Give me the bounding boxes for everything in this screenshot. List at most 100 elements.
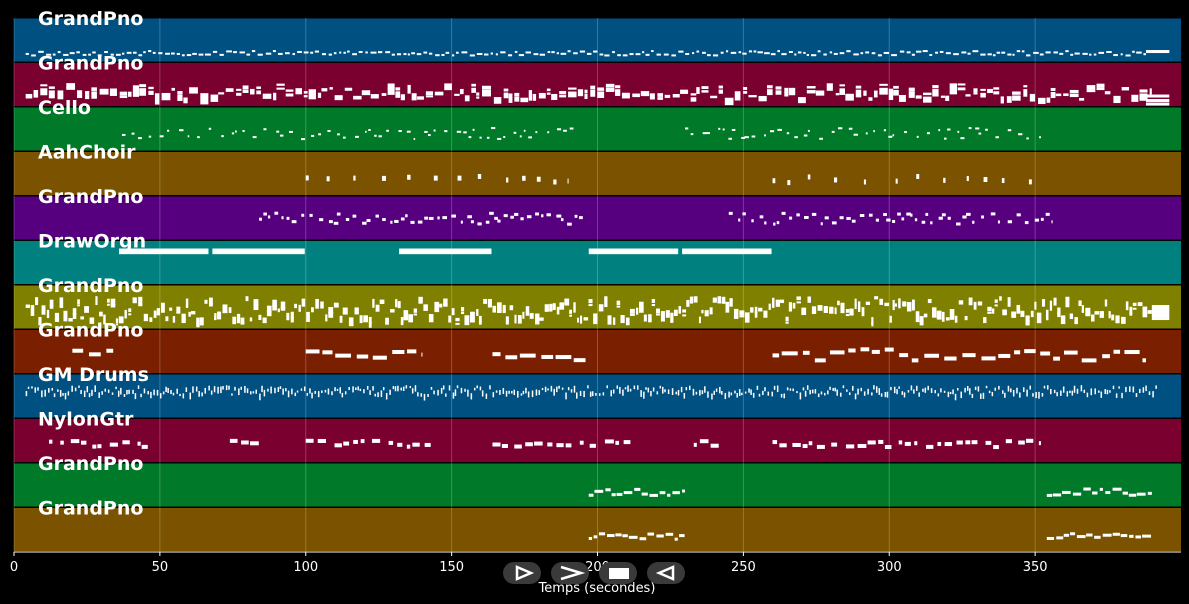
note <box>200 97 209 105</box>
note <box>867 388 869 395</box>
note <box>771 391 773 397</box>
note <box>1062 490 1071 494</box>
note <box>279 386 282 390</box>
track-band <box>14 374 1181 418</box>
note <box>1102 533 1112 537</box>
note <box>1113 95 1121 104</box>
note <box>379 299 385 304</box>
x-tick-label: 100 <box>293 560 318 575</box>
note <box>598 393 601 396</box>
note <box>1000 96 1004 104</box>
note <box>97 444 102 449</box>
note <box>399 251 492 255</box>
note <box>348 317 354 327</box>
note <box>1136 492 1146 496</box>
note <box>235 130 237 133</box>
note <box>803 51 806 54</box>
note <box>792 388 794 392</box>
note <box>738 51 742 54</box>
stop-button[interactable] <box>599 562 637 584</box>
note <box>932 85 939 89</box>
note <box>535 389 538 396</box>
note <box>138 54 143 57</box>
note <box>489 385 491 390</box>
note <box>119 251 209 255</box>
note <box>625 322 630 325</box>
note <box>770 130 775 133</box>
note <box>296 390 299 393</box>
note <box>463 131 467 134</box>
note <box>394 386 397 392</box>
note <box>119 91 128 96</box>
note <box>1069 93 1079 98</box>
note <box>285 388 287 392</box>
note <box>200 93 209 98</box>
note <box>358 51 363 54</box>
note <box>377 392 379 398</box>
note <box>602 392 605 396</box>
note <box>448 385 451 391</box>
note <box>328 53 332 56</box>
rewind-button[interactable] <box>647 562 685 584</box>
note <box>452 54 455 57</box>
note <box>276 83 285 86</box>
note <box>991 308 995 314</box>
note <box>169 307 173 311</box>
note <box>295 92 303 95</box>
note <box>365 130 367 133</box>
note <box>1121 321 1126 324</box>
note <box>57 90 64 96</box>
note <box>957 87 966 91</box>
note <box>567 222 572 226</box>
note <box>303 51 309 54</box>
note <box>397 301 401 307</box>
note <box>1118 386 1120 389</box>
note <box>923 313 928 318</box>
note <box>49 299 54 309</box>
note <box>964 387 966 393</box>
note <box>659 385 662 389</box>
note <box>922 388 924 392</box>
note <box>405 385 408 389</box>
note <box>962 215 967 219</box>
track-notes <box>259 211 1053 226</box>
note <box>331 391 333 396</box>
note <box>573 385 576 393</box>
note <box>551 93 558 101</box>
note <box>677 389 680 396</box>
note <box>772 440 778 445</box>
note <box>306 393 309 396</box>
note <box>214 318 217 321</box>
note <box>1086 392 1089 398</box>
note <box>337 133 340 136</box>
note <box>817 50 821 53</box>
note <box>359 388 362 392</box>
note <box>397 385 399 392</box>
note <box>722 128 725 131</box>
note <box>690 93 697 96</box>
note <box>868 213 873 217</box>
note <box>315 298 319 309</box>
note <box>276 130 280 133</box>
note <box>1046 536 1055 540</box>
note <box>1081 358 1097 363</box>
note <box>987 311 992 314</box>
note <box>159 135 164 138</box>
note <box>564 303 570 306</box>
note <box>1143 53 1146 56</box>
note <box>932 89 939 97</box>
note <box>930 221 933 225</box>
play-button[interactable] <box>503 562 541 584</box>
note <box>886 218 891 222</box>
note <box>915 311 920 323</box>
fast-forward-button[interactable] <box>551 562 589 584</box>
note <box>444 87 452 91</box>
note <box>407 349 417 354</box>
note <box>334 95 343 101</box>
note <box>744 136 749 139</box>
note <box>884 445 892 450</box>
note <box>294 392 297 397</box>
note <box>265 52 272 55</box>
note <box>728 211 733 215</box>
note <box>165 52 170 55</box>
